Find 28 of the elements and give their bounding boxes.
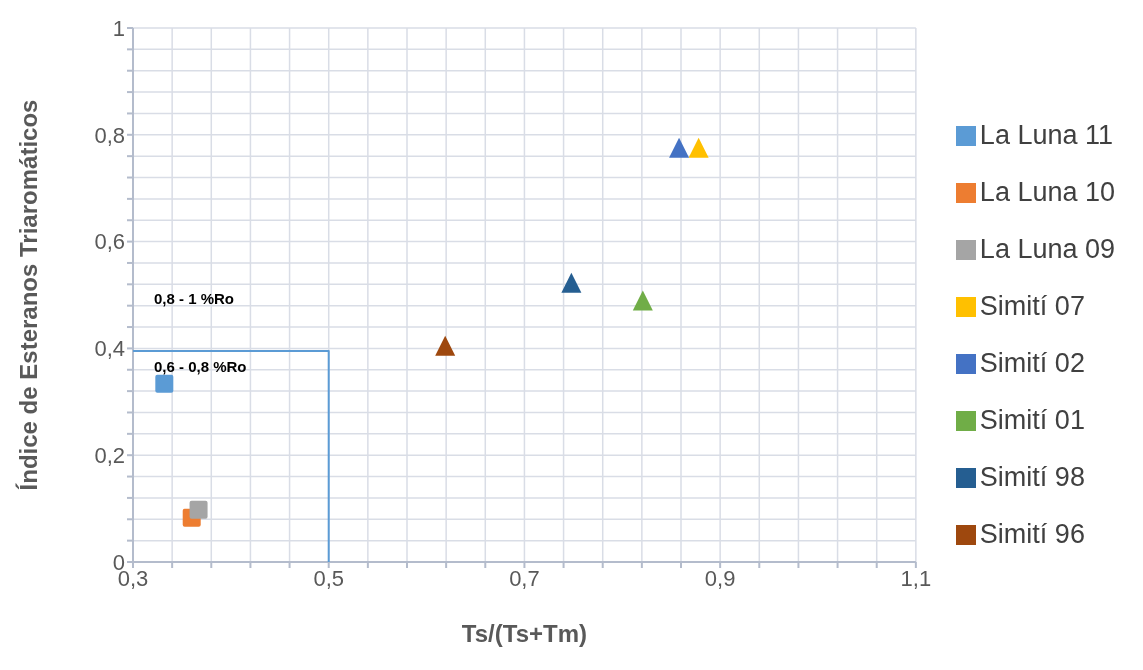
x-tick-label: 0,5 xyxy=(313,565,345,591)
legend-label: Simití 07 xyxy=(979,291,1085,322)
y-tick-label: 0,6 xyxy=(94,229,125,255)
x-tick-label: 1,1 xyxy=(900,565,932,591)
point xyxy=(155,374,174,393)
y-tick-label: 0,8 xyxy=(94,122,125,148)
y-tick-label: 0,4 xyxy=(94,336,125,362)
x-tick-label: 0,9 xyxy=(704,565,736,591)
point xyxy=(435,335,456,356)
x-axis-title: Ts/(Ts+Tm) xyxy=(461,620,587,647)
legend-label: Simití 96 xyxy=(979,519,1085,550)
point xyxy=(632,290,653,311)
point xyxy=(688,137,709,158)
legend-label: Simití 02 xyxy=(979,348,1085,379)
legend-label: Simití 01 xyxy=(979,405,1085,436)
annotation: 0,6 - 0,8 %Ro xyxy=(154,358,247,375)
y-tick-label: 0,2 xyxy=(94,443,125,469)
x-tick-label: 0,7 xyxy=(509,565,540,591)
point xyxy=(669,137,690,158)
y-axis-title: Índice de Esteranos Triaromáticos xyxy=(14,99,42,491)
legend-label: Simití 98 xyxy=(979,462,1085,493)
legend-label: La Luna 09 xyxy=(979,234,1115,265)
point xyxy=(561,272,582,293)
point xyxy=(189,500,208,519)
annotation: 0,8 - 1 %Ro xyxy=(154,290,235,307)
legend-label: La Luna 10 xyxy=(979,177,1115,208)
y-tick-label: 1 xyxy=(112,15,125,41)
legend-label: La Luna 11 xyxy=(979,120,1113,151)
